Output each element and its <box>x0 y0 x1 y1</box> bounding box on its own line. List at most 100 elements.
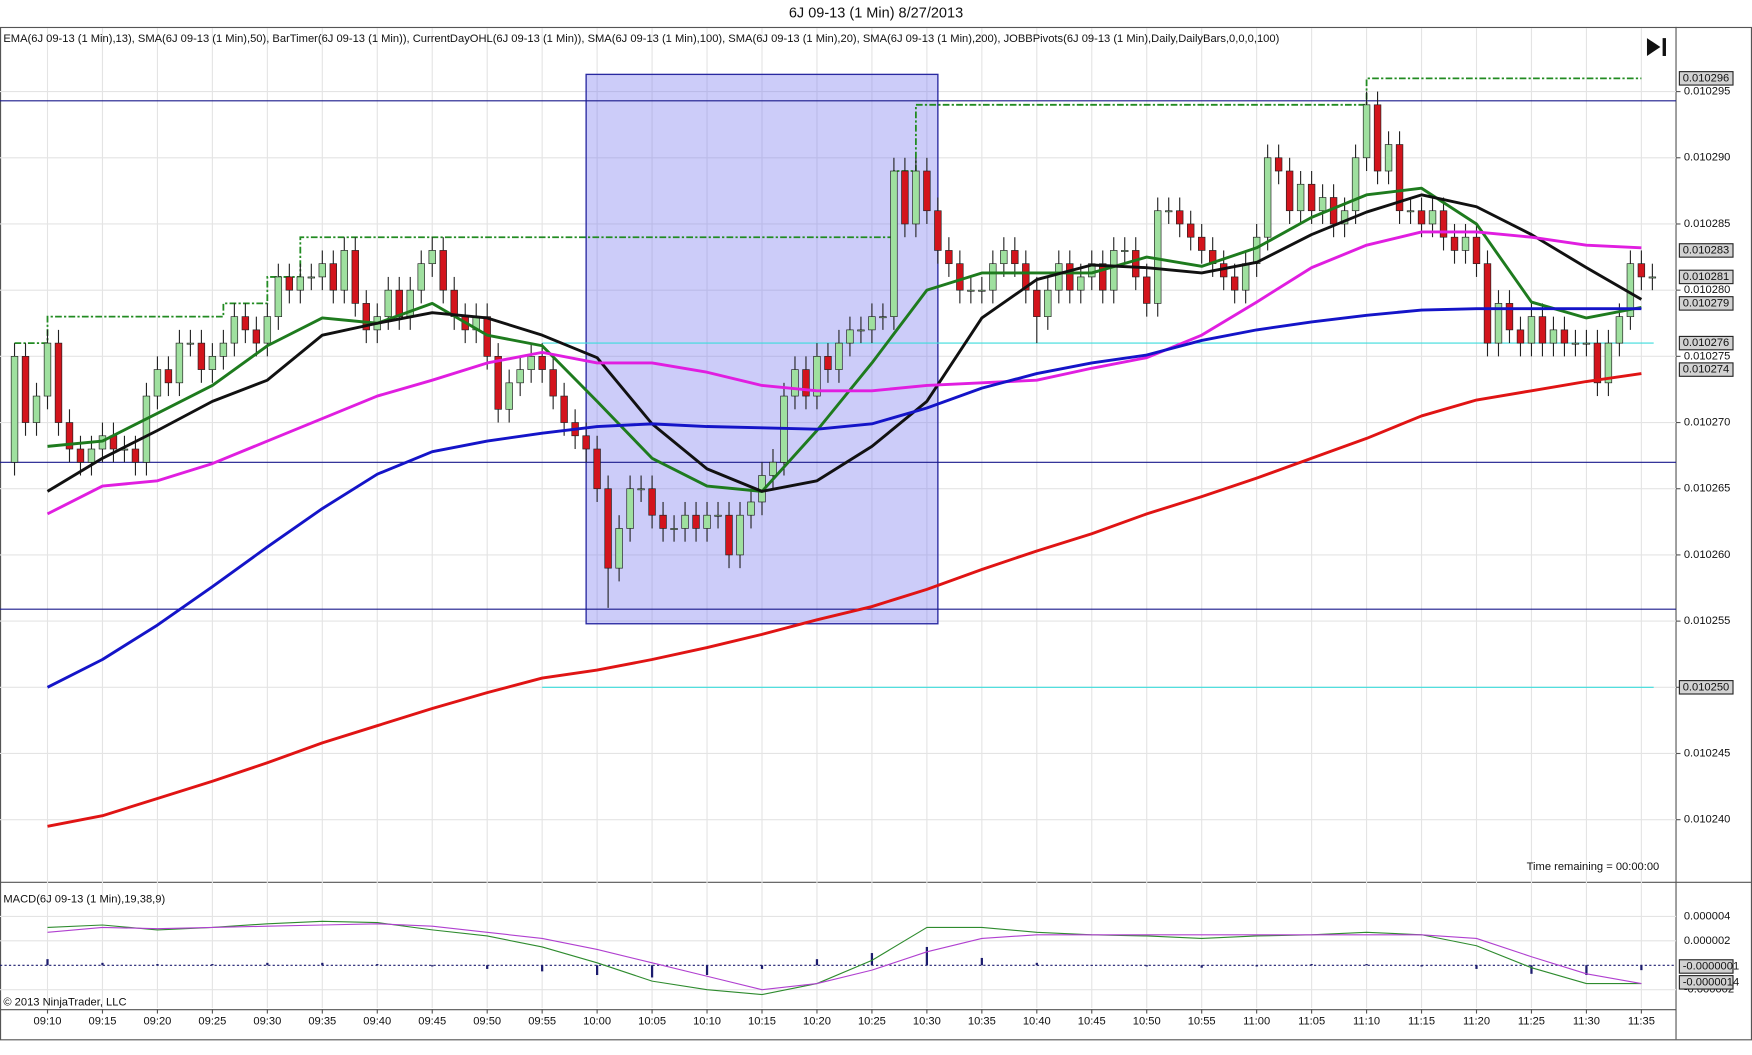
macd-histogram-bar <box>486 965 489 969</box>
candle-body <box>1351 157 1360 212</box>
candle-body <box>1033 289 1041 317</box>
candle-body <box>1527 316 1536 344</box>
x-tick-label: 09:45 <box>418 1015 446 1027</box>
candle-body <box>1538 316 1547 344</box>
candle-body <box>1516 329 1525 344</box>
x-tick-label: 11:10 <box>1353 1015 1380 1027</box>
candle-body <box>1176 210 1184 225</box>
candle-body <box>395 289 403 317</box>
x-tick-label: 09:50 <box>473 1015 501 1027</box>
play-icon[interactable] <box>1646 38 1661 56</box>
candle-body <box>1582 342 1591 345</box>
macd-title: MACD(6J 09-13 (1 Min),19,38,9) <box>3 894 165 906</box>
y-tick-label: 0.010240 <box>1684 814 1731 826</box>
x-tick-label: 10:05 <box>638 1015 666 1027</box>
candle-body <box>1110 250 1118 291</box>
macd-histogram-bar <box>541 965 544 972</box>
candle-body <box>439 250 447 291</box>
candle-body <box>1450 236 1459 251</box>
x-tick-label: 10:15 <box>748 1015 776 1027</box>
x-tick-label: 10:50 <box>1133 1015 1161 1027</box>
candle-body <box>1066 263 1074 291</box>
end-bar-icon[interactable] <box>1662 38 1666 56</box>
candle-body <box>1593 342 1602 384</box>
candle-body <box>1230 276 1239 291</box>
price-marker-label: -0.0000014 <box>1683 976 1739 988</box>
candle-body <box>1011 250 1019 265</box>
x-tick-label: 11:00 <box>1243 1015 1270 1027</box>
candle-body <box>747 501 755 516</box>
candle-body <box>1461 236 1470 251</box>
x-tick-label: 09:15 <box>89 1015 117 1027</box>
candle-body <box>934 210 942 251</box>
candle-body <box>1439 210 1448 238</box>
price-marker-box <box>1678 680 1734 695</box>
candle-body <box>1241 263 1250 291</box>
macd-histogram-bar <box>980 957 983 966</box>
candle-body <box>142 395 151 463</box>
macd-histogram-bar <box>266 962 269 966</box>
x-tick-label: 10:55 <box>1188 1015 1216 1027</box>
copyright: © 2013 NinjaTrader, LLC <box>3 996 126 1008</box>
price-marker-box <box>1678 975 1734 990</box>
candle-body <box>32 395 41 423</box>
candle-body <box>274 276 283 317</box>
x-tick-label: 11:30 <box>1573 1015 1600 1027</box>
macd-histogram-bar <box>376 964 379 966</box>
candle-body <box>1494 303 1503 344</box>
macd-histogram-bar <box>815 959 819 966</box>
candle-body <box>340 250 348 291</box>
macd-histogram-bar <box>925 946 929 966</box>
candle-body <box>1615 316 1624 344</box>
candle-body <box>197 342 206 370</box>
candle-body <box>1637 263 1646 278</box>
candle-body <box>21 356 30 423</box>
candle-body <box>648 488 656 516</box>
candle-body <box>736 514 744 556</box>
candle-body <box>175 342 184 384</box>
x-tick-label: 11:35 <box>1628 1015 1655 1027</box>
candle-body <box>1318 197 1327 212</box>
candle-body <box>659 514 667 529</box>
x-tick-label: 10:30 <box>913 1015 941 1027</box>
x-tick-label: 11:20 <box>1463 1015 1490 1027</box>
candle-body <box>1428 210 1437 225</box>
candle-body <box>879 316 887 319</box>
candle-body <box>1395 144 1404 212</box>
candle-body <box>131 448 140 463</box>
price-marker-box <box>1678 243 1734 258</box>
macd-histogram-bar <box>1090 965 1093 966</box>
candle-body <box>945 250 953 265</box>
price-marker-box <box>1678 71 1734 86</box>
y-tick-label: 0.010285 <box>1684 218 1731 230</box>
y-tick-label: 0.010255 <box>1684 615 1731 627</box>
candle-body <box>516 369 524 384</box>
candle-body <box>252 329 261 344</box>
go-to-end-button[interactable] <box>1646 38 1666 56</box>
candle-body <box>230 316 239 344</box>
candle-body <box>1472 236 1481 265</box>
y-tick-label: 0.010260 <box>1684 549 1731 561</box>
macd-histogram-bar <box>101 962 104 966</box>
price-marker-label: -0.0000001 <box>1683 960 1739 972</box>
candle-body <box>989 263 997 291</box>
candle-body <box>582 435 590 450</box>
candle-body <box>318 263 326 278</box>
candle-body <box>1285 170 1294 212</box>
candle-body <box>1055 263 1063 291</box>
indicator-line <box>47 186 1642 493</box>
candle-body <box>1505 303 1514 331</box>
x-tick-label: 10:25 <box>858 1015 886 1027</box>
macd-histogram-bar <box>1200 965 1203 968</box>
candle-body <box>626 488 634 529</box>
candle-body <box>846 329 854 344</box>
x-tick-label: 11:05 <box>1298 1015 1325 1027</box>
candle-body <box>1362 104 1371 159</box>
x-tick-label: 10:20 <box>803 1015 831 1027</box>
price-marker-label: 0.010279 <box>1683 297 1730 309</box>
price-marker-label: 0.010276 <box>1683 337 1730 349</box>
candle-body <box>384 289 392 317</box>
candle-body <box>87 448 96 463</box>
candle-body <box>164 369 173 384</box>
